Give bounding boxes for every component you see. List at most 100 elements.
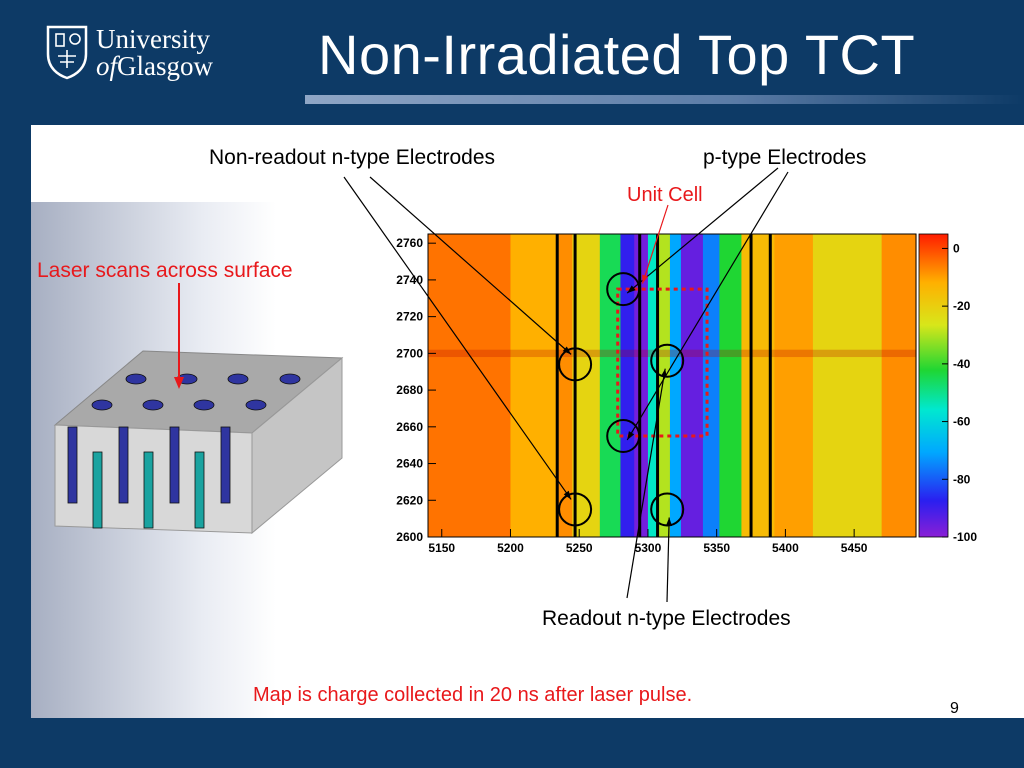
y-tick-label: 2640 bbox=[396, 457, 423, 471]
leader-readout bbox=[626, 368, 666, 599]
tick-labels: 5150 5200 5250 5300 5350 5400 5450 2600 2620 2640… bbox=[396, 236, 868, 555]
readout-label: Readout n-type Electrodes bbox=[542, 607, 791, 630]
heatmap-column bbox=[510, 234, 560, 537]
p-type-label: p-type Electrodes bbox=[703, 146, 867, 169]
electrode-dot bbox=[279, 373, 301, 385]
electrode-circle-non-readout bbox=[558, 492, 593, 527]
caption: Map is charge collected in 20 ns after l… bbox=[253, 684, 693, 706]
x-tick-label: 5350 bbox=[703, 541, 730, 555]
leader-non-readout-arrowhead bbox=[563, 490, 572, 500]
colorbar bbox=[918, 233, 949, 538]
y-tick-label: 2760 bbox=[396, 236, 423, 250]
x-tick-label: 5450 bbox=[841, 541, 868, 555]
colorbar-ticks: 0 -20 -40 -60 -80 -100 bbox=[942, 241, 977, 544]
heatmap-column bbox=[647, 234, 660, 537]
x-tick-label: 5250 bbox=[566, 541, 593, 555]
electrode-dot bbox=[245, 399, 267, 411]
heatmap-columns bbox=[428, 234, 917, 537]
title-underline bbox=[305, 95, 1024, 104]
pillar-teal bbox=[92, 451, 103, 529]
leader-non-readout-arrowhead bbox=[562, 346, 572, 355]
heatmap-column bbox=[599, 234, 622, 537]
electrode-dot bbox=[125, 373, 147, 385]
colorbar-tick-label: 0 bbox=[953, 241, 960, 255]
colorbar-tick-label: -20 bbox=[953, 299, 971, 313]
heatmap-column bbox=[774, 234, 814, 537]
leader-unit-cell bbox=[641, 204, 669, 284]
heatmap-column bbox=[669, 234, 682, 537]
leader-non-readout bbox=[369, 176, 572, 355]
logo-text-university: University bbox=[96, 24, 210, 54]
university-logo: University ofGlasgow bbox=[44, 24, 234, 86]
heatmap-column bbox=[620, 234, 635, 537]
heatmap-column bbox=[702, 234, 721, 537]
laser-arrowhead bbox=[174, 377, 184, 389]
unit-cell-label: Unit Cell bbox=[627, 184, 703, 206]
pillar-blue bbox=[118, 426, 129, 504]
heatmap-column bbox=[428, 234, 512, 537]
heatmap-column bbox=[634, 234, 649, 537]
heatmap-band bbox=[428, 349, 916, 358]
x-tick-label: 5300 bbox=[635, 541, 662, 555]
plot-frame bbox=[427, 233, 917, 538]
electrode-dot bbox=[142, 399, 164, 411]
laser-label: Laser scans across surface bbox=[37, 259, 293, 282]
heatmap-column bbox=[572, 234, 601, 537]
pillar-blue bbox=[169, 426, 180, 504]
leader-p-type-arrowhead bbox=[627, 431, 635, 440]
heatmap-column bbox=[719, 234, 743, 537]
leader-unit-cell-arrowhead bbox=[642, 274, 648, 284]
pillar-blue bbox=[67, 426, 78, 504]
pillar-teal bbox=[143, 451, 154, 529]
electrode-lines bbox=[555, 234, 772, 537]
heatmap-column bbox=[812, 234, 883, 537]
logo-text-glasgow: ofGlasgow bbox=[96, 51, 213, 82]
colorbar-tick-label: -80 bbox=[953, 472, 971, 486]
leader-p-type bbox=[626, 167, 779, 294]
pillar-teal bbox=[194, 451, 205, 529]
crest-icon bbox=[46, 25, 88, 80]
leader-readout-arrowhead bbox=[660, 368, 667, 378]
colorbar-tick-label: -60 bbox=[953, 415, 971, 429]
y-tick-label: 2600 bbox=[396, 530, 423, 544]
electrode-dot bbox=[91, 399, 113, 411]
non-readout-label: Non-readout n-type Electrodes bbox=[209, 146, 495, 169]
y-tick-label: 2740 bbox=[396, 273, 423, 287]
y-tick-label: 2660 bbox=[396, 420, 423, 434]
axes bbox=[427, 233, 917, 538]
logo-text-of: of bbox=[96, 51, 118, 81]
electrode-dot bbox=[193, 399, 215, 411]
leader-non-readout bbox=[343, 176, 572, 500]
heatmap-column bbox=[881, 234, 917, 537]
electrode-circle-p-type bbox=[606, 272, 641, 307]
heatmap-bands bbox=[428, 349, 916, 358]
x-tick-label: 5200 bbox=[497, 541, 524, 555]
colorbar-tick-label: -100 bbox=[953, 530, 977, 544]
logo-text-glasgow-word: Glasgow bbox=[117, 51, 214, 81]
leader-p-type bbox=[626, 171, 789, 441]
electrode-dot bbox=[227, 373, 249, 385]
sensor-side-face bbox=[251, 356, 343, 535]
leader-p-type-arrowhead bbox=[627, 285, 636, 294]
colorbar-tick-label: -40 bbox=[953, 357, 971, 371]
heatmap-column bbox=[658, 234, 671, 537]
electrode-circle-p-type bbox=[606, 419, 641, 453]
y-tick-label: 2620 bbox=[396, 493, 423, 507]
overlay bbox=[343, 167, 789, 603]
unit-cell-box bbox=[616, 287, 709, 438]
leader-readout-arrowhead bbox=[665, 517, 673, 526]
y-tick-label: 2680 bbox=[396, 383, 423, 397]
slide-title: Non-Irradiated Top TCT bbox=[318, 23, 916, 86]
pillar-blue bbox=[220, 426, 231, 504]
electrode-circle-non-readout bbox=[558, 347, 593, 382]
heatmap-column bbox=[558, 234, 573, 537]
leader-readout bbox=[666, 517, 670, 603]
x-tick-label: 5150 bbox=[428, 541, 455, 555]
y-tick-label: 2700 bbox=[396, 346, 423, 360]
electrode-circle-readout bbox=[650, 343, 685, 378]
page-number: 9 bbox=[950, 700, 959, 717]
y-tick-label: 2720 bbox=[396, 310, 423, 324]
